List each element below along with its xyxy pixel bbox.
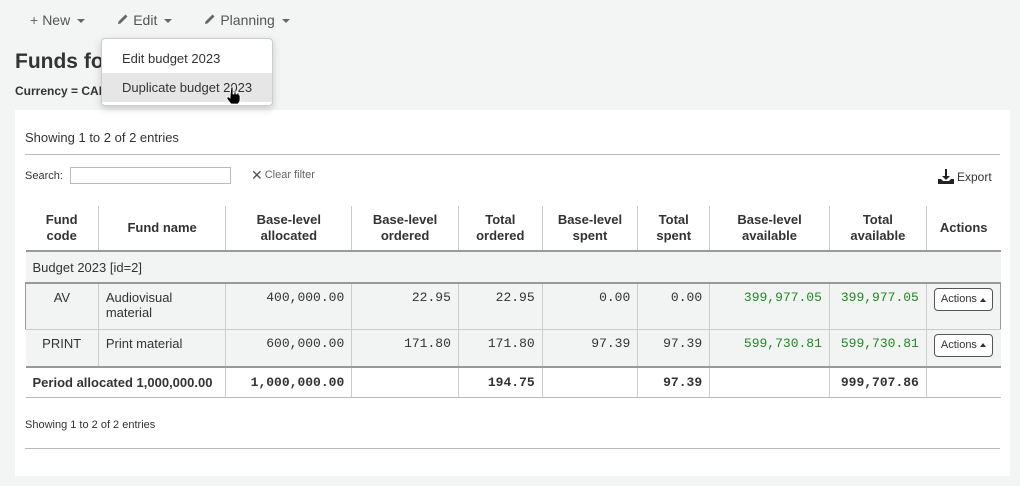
caret-up-icon bbox=[979, 297, 986, 302]
actions-button[interactable]: Actions bbox=[933, 288, 993, 311]
toolbar: + New Edit Planning bbox=[22, 8, 300, 32]
base-available: 399,977.05 bbox=[709, 283, 830, 330]
caret-down-icon bbox=[164, 19, 173, 23]
fund-name: Print material bbox=[98, 329, 227, 368]
base-spent: 0.00 bbox=[542, 283, 639, 330]
clear-filter-button[interactable]: ✕ Clear filter bbox=[251, 167, 315, 183]
header-base-ordered[interactable]: Base-level ordered bbox=[351, 206, 459, 252]
edit-label: Edit bbox=[133, 12, 158, 28]
caret-down-icon bbox=[77, 19, 86, 23]
funds-panel: Showing 1 to 2 of 2 entries Search: ✕ Cl… bbox=[15, 110, 1010, 476]
total-available: 399,977.05 bbox=[829, 283, 927, 330]
total-ordered: 171.80 bbox=[458, 329, 543, 368]
total-ordered: 22.95 bbox=[458, 283, 543, 330]
export-button[interactable]: Export bbox=[938, 169, 992, 184]
planning-button[interactable]: Planning bbox=[194, 8, 300, 32]
caret-down-icon bbox=[281, 19, 290, 23]
base-allocated: 400,000.00 bbox=[225, 283, 353, 330]
planning-label: Planning bbox=[220, 12, 275, 28]
total-base-available bbox=[709, 367, 830, 398]
budget-group-label: Budget 2023 [id=2] bbox=[25, 251, 1001, 284]
total-available: 599,730.81 bbox=[829, 329, 927, 368]
base-available: 599,730.81 bbox=[709, 329, 830, 368]
header-total-ordered[interactable]: Total ordered bbox=[458, 206, 543, 252]
search-input[interactable] bbox=[70, 167, 231, 184]
edit-button[interactable]: Edit bbox=[107, 8, 182, 32]
funds-table: Fund code Fund name Base-level allocated B… bbox=[25, 206, 1002, 398]
total-base-spent bbox=[542, 367, 639, 398]
fund-name: Audiovisual material bbox=[98, 283, 227, 330]
base-allocated: 600,000.00 bbox=[225, 329, 353, 368]
menu-item-duplicate-budget[interactable]: Duplicate budget 2023 bbox=[102, 73, 272, 102]
page-title: Funds for bbox=[15, 50, 112, 73]
plus-icon: + bbox=[30, 12, 39, 28]
table-row: AV Audiovisual material 400,000.00 22.95… bbox=[25, 283, 1002, 330]
pencil-icon bbox=[204, 12, 216, 28]
clear-filter-label: Clear filter bbox=[264, 169, 315, 181]
base-ordered: 22.95 bbox=[351, 283, 459, 330]
total-total-spent: 97.39 bbox=[637, 367, 711, 398]
pencil-icon bbox=[117, 12, 129, 28]
table-info-bottom: Showing 1 to 2 of 2 entries bbox=[25, 419, 156, 431]
table-row: PRINT Print material 600,000.00 171.80 1… bbox=[25, 329, 1001, 368]
totals-row: Period allocated 1,000,000.00 1,000,000.… bbox=[25, 367, 1001, 398]
divider bbox=[25, 448, 1000, 449]
close-icon: ✕ bbox=[251, 167, 263, 183]
total-actions-cell bbox=[926, 367, 1001, 398]
currency-label: Currency = CAD bbox=[15, 84, 108, 98]
export-label: Export bbox=[957, 169, 992, 184]
base-spent: 97.39 bbox=[542, 329, 639, 368]
table-info-top: Showing 1 to 2 of 2 entries bbox=[25, 130, 179, 145]
total-total-available: 999,707.86 bbox=[829, 367, 927, 398]
edit-dropdown-menu: Edit budget 2023 Duplicate budget 2023 bbox=[101, 38, 273, 106]
actions-cell: Actions bbox=[926, 283, 1002, 330]
base-ordered: 171.80 bbox=[351, 329, 459, 368]
table-header-row: Fund code Fund name Base-level allocated B… bbox=[25, 206, 1001, 252]
header-actions: Actions bbox=[926, 206, 1001, 252]
search-label: Search: bbox=[25, 170, 63, 182]
fund-code: PRINT bbox=[25, 329, 99, 368]
new-button[interactable]: + New bbox=[22, 8, 95, 32]
total-spent: 0.00 bbox=[637, 283, 711, 330]
total-total-ordered: 194.75 bbox=[458, 367, 543, 398]
header-total-available[interactable]: Total available bbox=[829, 206, 927, 252]
header-fund-code[interactable]: Fund code bbox=[25, 206, 99, 252]
budget-group-row: Budget 2023 [id=2] bbox=[25, 251, 1001, 284]
total-base-allocated: 1,000,000.00 bbox=[225, 367, 353, 398]
new-label: New bbox=[42, 12, 71, 28]
download-icon bbox=[938, 169, 954, 184]
menu-item-edit-budget[interactable]: Edit budget 2023 bbox=[122, 51, 221, 66]
period-allocated-label: Period allocated 1,000,000.00 bbox=[25, 367, 227, 398]
caret-up-icon bbox=[979, 343, 986, 347]
total-base-ordered bbox=[351, 367, 459, 398]
fund-code: AV bbox=[25, 283, 99, 330]
header-base-spent[interactable]: Base-level spent bbox=[542, 206, 639, 252]
header-fund-name[interactable]: Fund name bbox=[98, 206, 227, 252]
actions-button[interactable]: Actions bbox=[933, 333, 993, 357]
actions-cell: Actions bbox=[926, 329, 1001, 368]
divider bbox=[25, 154, 1000, 155]
header-total-spent[interactable]: Total spent bbox=[637, 206, 711, 252]
hand-cursor-icon bbox=[226, 86, 241, 105]
total-spent: 97.39 bbox=[637, 329, 711, 368]
header-base-allocated[interactable]: Base-level allocated bbox=[225, 206, 353, 252]
header-base-available[interactable]: Base-level available bbox=[709, 206, 830, 252]
